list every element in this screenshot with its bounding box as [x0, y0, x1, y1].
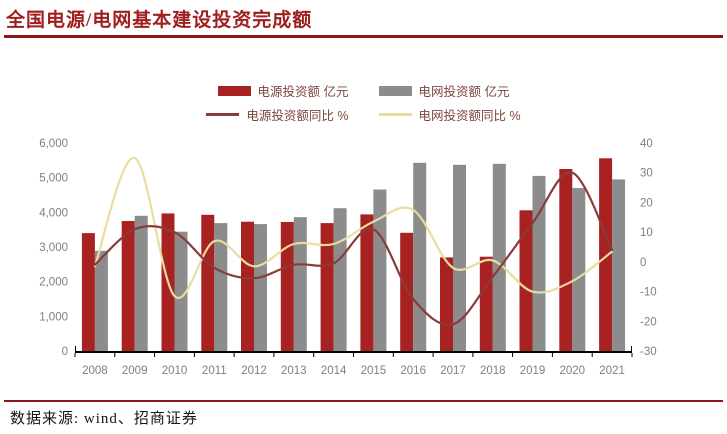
- bar-power-2017: [440, 257, 453, 351]
- left-axis-label: 2,000: [39, 277, 68, 289]
- right-axis-label: -10: [640, 287, 657, 299]
- x-axis-year-label: 2012: [241, 365, 267, 377]
- x-axis-year-label: 2009: [122, 365, 148, 377]
- data-source-note: 数据来源: wind、招商证券: [10, 411, 198, 427]
- x-axis-year-label: 2008: [82, 365, 108, 377]
- bar-grid-2008: [94, 250, 108, 351]
- page-title: 全国电源/电网基本建设投资完成额: [6, 10, 313, 31]
- grid-yoy-line: [93, 156, 614, 300]
- right-axis-label: 40: [640, 138, 653, 150]
- grid-yoy-line-swatch-icon: [378, 113, 412, 116]
- x-axis-year-label: 2010: [162, 365, 188, 377]
- right-axis-label: 30: [640, 168, 653, 180]
- title-divider-rule: [4, 35, 723, 38]
- bar-grid-2014: [333, 208, 347, 351]
- x-axis-year-label: 2015: [361, 365, 387, 377]
- bar-grid-2020: [572, 188, 586, 351]
- left-axis-label: 5,000: [39, 173, 68, 185]
- bar-power-2012: [241, 221, 254, 351]
- x-axis-year-label: 2016: [400, 365, 426, 377]
- right-axis-label: 10: [640, 227, 653, 239]
- x-axis-year-label: 2017: [440, 365, 466, 377]
- bar-power-2021: [599, 158, 613, 351]
- right-axis-label: 20: [640, 197, 653, 209]
- x-axis-year-label: 2021: [599, 365, 625, 377]
- bar-grid-2011: [214, 223, 228, 351]
- bar-power-2015: [360, 214, 374, 351]
- right-axis-label: 0: [640, 257, 646, 269]
- bar-grid-2021: [612, 179, 626, 351]
- bar-power-2016: [400, 232, 414, 351]
- legend-row-bars: 电源投资额 亿元 电网投资额 亿元: [217, 81, 510, 100]
- power-yoy-line-swatch-icon: [206, 113, 240, 116]
- legend-label: 电源投资额 亿元: [257, 85, 349, 99]
- footer-divider-rule: [4, 400, 723, 402]
- bar-power-2018: [479, 256, 493, 351]
- x-axis-year-label: 2013: [281, 365, 307, 377]
- bar-grid-2010: [174, 231, 188, 351]
- right-axis-label: -30: [640, 346, 657, 358]
- right-axis-label: -20: [640, 316, 657, 328]
- left-axis-label: 4,000: [39, 207, 68, 219]
- bar-grid-2019: [532, 175, 546, 351]
- bar-grid-2012: [254, 224, 267, 351]
- x-axis-year-label: 2019: [520, 365, 546, 377]
- legend-item-power-bar[interactable]: 电源投资额 亿元: [217, 81, 349, 100]
- bar-grid-2013: [293, 217, 307, 351]
- bar-power-2011: [201, 214, 215, 351]
- bar-grid-2009: [134, 215, 148, 351]
- x-axis-year-label: 2011: [202, 365, 227, 377]
- grid-bar-swatch-icon: [378, 85, 412, 96]
- bar-power-2008: [81, 233, 95, 351]
- bar-power-2009: [121, 221, 135, 351]
- legend-row-lines: 电源投资额同比 % 电网投资额同比 %: [206, 105, 521, 124]
- legend-label: 电源投资额同比 %: [246, 109, 349, 123]
- legend-label: 电网投资额 亿元: [418, 85, 510, 99]
- legend-item-grid-yoy-line[interactable]: 电网投资额同比 %: [378, 105, 521, 124]
- x-axis-year-label: 2014: [321, 365, 347, 377]
- legend-item-power-yoy-line[interactable]: 电源投资额同比 %: [206, 105, 349, 124]
- power-yoy-line: [93, 171, 614, 327]
- legend-item-grid-bar[interactable]: 电网投资额 亿元: [378, 81, 510, 100]
- x-axis-year-label: 2020: [560, 365, 586, 377]
- bar-grid-2017: [453, 164, 466, 351]
- x-axis-year-label: 2018: [480, 365, 506, 377]
- bar-grid-2016: [413, 162, 427, 351]
- legend-label: 电网投资额同比 %: [418, 109, 521, 123]
- bar-grid-2015: [373, 189, 387, 351]
- power-bar-swatch-icon: [217, 85, 251, 96]
- bar-power-2019: [519, 210, 533, 351]
- chart-legend: 电源投资额 亿元 电网投资额 亿元 电源投资额同比 % 电网投资额同比 %: [0, 81, 727, 124]
- left-axis-label: 1,000: [39, 311, 68, 323]
- bar-power-2014: [320, 223, 334, 351]
- left-axis-label: 6,000: [39, 138, 68, 150]
- bar-grid-2018: [492, 163, 506, 351]
- left-axis-label: 3,000: [39, 242, 68, 254]
- bar-power-2013: [280, 222, 294, 351]
- bar-power-2020: [559, 169, 573, 351]
- left-axis-label: 0: [62, 346, 68, 358]
